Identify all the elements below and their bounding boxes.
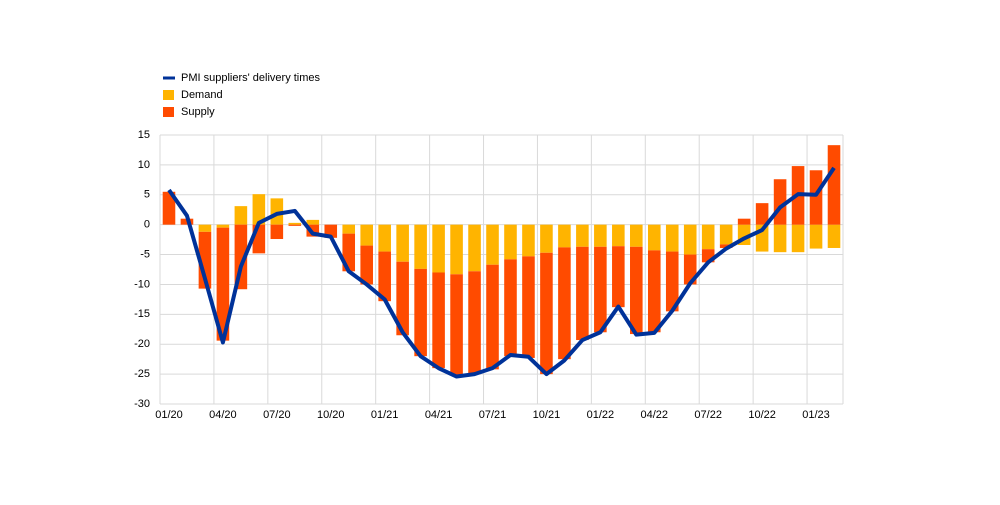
bar (701, 224, 715, 250)
x-tick-label: 01/23 (802, 409, 830, 421)
bar (594, 246, 607, 333)
legend-label: Demand (181, 89, 223, 101)
y-tick-label: -5 (140, 248, 150, 260)
x-tick-label: 10/21 (533, 409, 561, 421)
y-tick-label: -10 (134, 278, 150, 290)
bar (378, 224, 391, 252)
bar (486, 264, 499, 370)
bar (252, 194, 266, 225)
bar (558, 247, 571, 360)
bar (540, 252, 553, 375)
bar (234, 206, 248, 225)
y-tick-label: -30 (134, 398, 150, 410)
legend-label: Supply (181, 106, 215, 118)
bar (576, 224, 589, 247)
bar (719, 224, 733, 245)
y-tick-label: 15 (138, 129, 150, 141)
y-tick-label: 0 (144, 219, 150, 231)
x-tick-label: 07/20 (263, 409, 291, 421)
bar (737, 218, 751, 225)
bar (773, 224, 787, 253)
y-tick-label: 5 (144, 189, 150, 201)
bar (522, 224, 535, 257)
bar (665, 224, 679, 252)
bar (504, 224, 517, 260)
bar (378, 251, 391, 302)
bar (360, 224, 373, 246)
bar (755, 203, 769, 225)
x-tick-label: 04/21 (425, 409, 453, 421)
bar (468, 271, 481, 375)
x-tick-label: 04/22 (641, 409, 669, 421)
bar (162, 191, 176, 225)
bar (719, 244, 733, 248)
bar (540, 224, 553, 253)
bar (522, 256, 535, 358)
bar (288, 222, 302, 225)
line (167, 166, 836, 379)
bar (594, 224, 607, 247)
bar (612, 224, 625, 247)
bar (342, 224, 356, 234)
bar (809, 224, 823, 249)
bar (612, 246, 625, 308)
y-tick-label: -15 (134, 308, 150, 320)
bar (468, 224, 481, 272)
bar (827, 224, 841, 248)
bar (432, 224, 445, 273)
bar (198, 224, 212, 232)
bar (270, 198, 284, 225)
bar (683, 224, 697, 255)
bar (450, 274, 463, 376)
x-tick-label: 01/20 (155, 409, 183, 421)
bar (216, 224, 230, 228)
bar (630, 224, 643, 247)
bar (288, 224, 302, 226)
bar (665, 251, 679, 312)
x-tick-label: 04/20 (209, 409, 237, 421)
bar (414, 268, 427, 357)
y-tick-label: 10 (138, 159, 150, 171)
x-tick-label: 01/22 (587, 409, 615, 421)
bar (414, 224, 427, 269)
bar (647, 224, 661, 251)
x-tick-label: 07/22 (694, 409, 722, 421)
bar (432, 272, 445, 369)
y-tick-label: -20 (134, 338, 150, 350)
x-tick-label: 10/22 (748, 409, 776, 421)
bar (360, 245, 373, 285)
bar (558, 224, 571, 248)
bar (576, 246, 589, 341)
bar (827, 145, 841, 225)
bar (504, 259, 517, 357)
y-tick-label: -25 (134, 368, 150, 380)
bar (630, 246, 643, 335)
legend-swatch (163, 90, 174, 100)
x-tick-label: 07/21 (479, 409, 507, 421)
bar (486, 224, 499, 265)
legend-swatch (163, 107, 174, 117)
x-tick-label: 01/21 (371, 409, 399, 421)
bar (809, 170, 823, 225)
bar (791, 224, 805, 253)
bar (306, 219, 320, 225)
x-tick-label: 10/20 (317, 409, 345, 421)
bar (450, 224, 463, 275)
bar (396, 224, 409, 262)
bar (270, 224, 284, 240)
bar (216, 227, 230, 341)
legend-label: PMI suppliers' delivery times (181, 72, 321, 84)
bar (647, 250, 661, 333)
bar (396, 261, 409, 336)
